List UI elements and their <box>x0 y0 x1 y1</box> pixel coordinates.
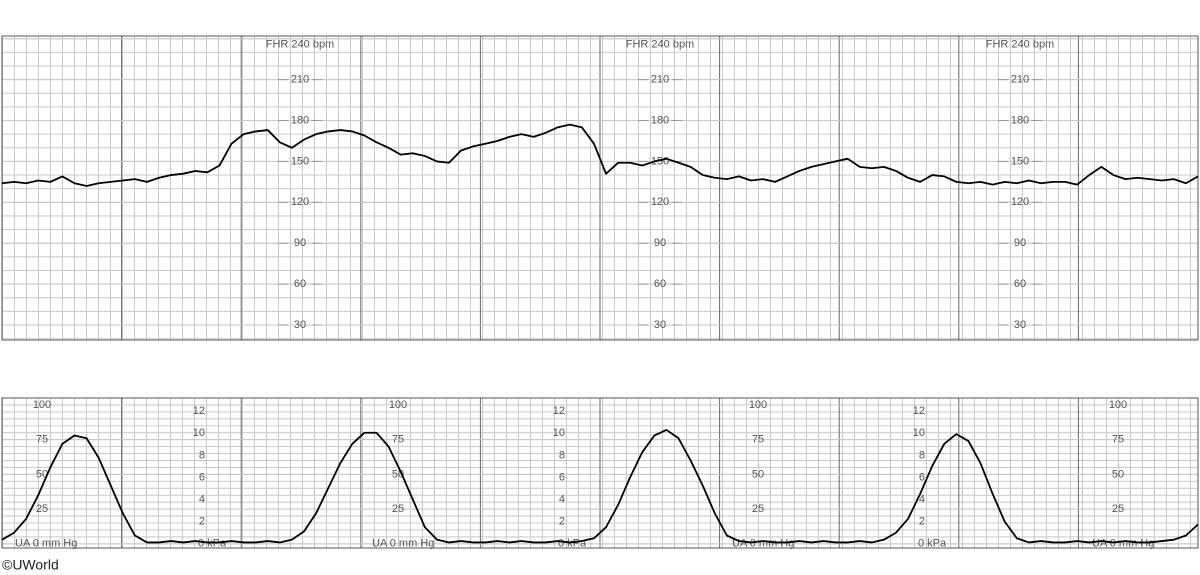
y-tick-label: FHR 240 bpm <box>986 39 1054 51</box>
y-tick-label: 25 <box>752 503 764 515</box>
y-tick-label: 75 <box>1112 434 1124 446</box>
y-tick-label: UA 0 mm Hg <box>372 538 434 550</box>
y-tick-label: 180 <box>1011 114 1029 126</box>
y-tick-label: 60 <box>654 278 666 290</box>
y2-tick-label: 8 <box>199 449 205 461</box>
y-tick-label: 100 <box>749 399 767 411</box>
y-tick-label: 120 <box>291 196 309 208</box>
y2-tick-label: 0 kPa <box>198 537 227 549</box>
trace <box>1 429 1199 544</box>
y-tick-label: 100 <box>33 399 51 411</box>
y-tick-label: FHR 240 bpm <box>626 39 694 51</box>
y2-tick-label: 4 <box>199 493 205 505</box>
y-tick-label: 90 <box>1014 237 1026 249</box>
y-tick-label: 75 <box>392 434 404 446</box>
y-tick-label: UA 0 mm Hg <box>15 538 77 550</box>
panel-border <box>1 35 1199 341</box>
y2-tick-label: 10 <box>193 427 205 439</box>
y-tick-label: 210 <box>1011 74 1029 86</box>
y-tick-label: 180 <box>651 114 669 126</box>
y-tick-label: 25 <box>392 503 404 515</box>
y2-tick-label: 0 kPa <box>918 537 947 549</box>
credit: ©UWorld <box>2 557 59 573</box>
y-tick-label: 120 <box>1011 196 1029 208</box>
y-tick-label: FHR 240 bpm <box>266 39 334 51</box>
y2-tick-label: 2 <box>919 515 925 527</box>
y2-tick-label: 8 <box>919 449 925 461</box>
y-tick-label: 210 <box>291 74 309 86</box>
y-tick-label: 30 <box>654 319 666 331</box>
y-tick-label: 60 <box>1014 278 1026 290</box>
panel-border <box>1 397 1199 549</box>
y-tick-label: 75 <box>752 434 764 446</box>
y2-tick-label: 12 <box>913 405 925 417</box>
y-tick-label: 75 <box>36 434 48 446</box>
y2-tick-label: 4 <box>559 493 565 505</box>
y2-tick-label: 6 <box>199 471 205 483</box>
y-tick-label: 25 <box>36 503 48 515</box>
trace <box>1 123 1199 187</box>
y-tick-label: 50 <box>752 468 764 480</box>
y-tick-label: 120 <box>651 196 669 208</box>
y-tick-label: 100 <box>1109 399 1127 411</box>
y-tick-label: 210 <box>651 74 669 86</box>
y2-tick-label: 12 <box>553 405 565 417</box>
y-tick-label: 25 <box>1112 503 1124 515</box>
y-tick-label: 90 <box>654 237 666 249</box>
y-tick-label: 90 <box>294 237 306 249</box>
y2-tick-label: 2 <box>199 515 205 527</box>
y2-tick-label: 4 <box>919 493 925 505</box>
y-tick-label: 50 <box>1112 468 1124 480</box>
y-tick-label: 60 <box>294 278 306 290</box>
y-tick-label: 150 <box>1011 155 1029 167</box>
y-tick-label: 30 <box>294 319 306 331</box>
y2-tick-label: 8 <box>559 449 565 461</box>
y2-tick-label: 0 kPa <box>558 537 587 549</box>
y-tick-label: UA 0 mm Hg <box>1092 538 1154 550</box>
y-tick-label: 30 <box>1014 319 1026 331</box>
y-tick-label: 100 <box>389 399 407 411</box>
y-tick-label: 180 <box>291 114 309 126</box>
y2-tick-label: 6 <box>559 471 565 483</box>
y2-tick-label: 10 <box>913 427 925 439</box>
y-tick-label: 150 <box>291 155 309 167</box>
y-tick-label: UA 0 mm Hg <box>732 538 794 550</box>
y2-tick-label: 2 <box>559 515 565 527</box>
y2-tick-label: 12 <box>193 405 205 417</box>
y2-tick-label: 10 <box>553 427 565 439</box>
y2-tick-label: 6 <box>919 471 925 483</box>
